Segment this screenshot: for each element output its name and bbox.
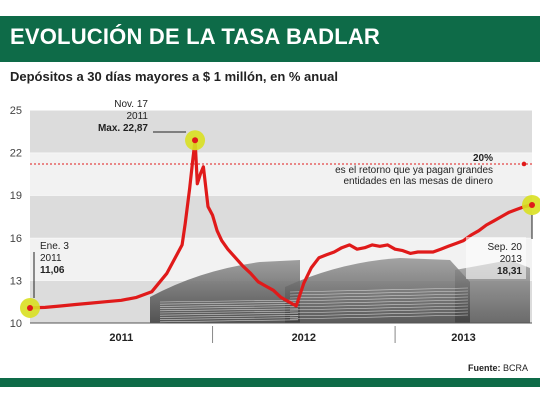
banknote-edge xyxy=(289,299,469,305)
banknote-edge xyxy=(159,299,299,303)
reference-dot xyxy=(521,161,527,167)
annotation-text: Nov. 17 xyxy=(114,99,148,110)
banknote-edge xyxy=(159,317,299,320)
banknote-edge xyxy=(159,315,299,318)
banknote-edge xyxy=(159,301,299,305)
annotation-text: Sep. 20 xyxy=(488,242,523,253)
marker-dot xyxy=(192,137,199,144)
x-section-label: 2011 xyxy=(109,332,133,344)
y-tick-label: 19 xyxy=(10,190,22,202)
banknote-edge xyxy=(289,302,469,308)
reference-label-value: 20% xyxy=(473,153,493,164)
x-axis: 2011 2012 2013 xyxy=(30,322,532,344)
banknote-edge xyxy=(159,306,299,309)
source-value: BCRA xyxy=(502,363,528,373)
y-axis-ticks: 10 13 16 19 22 25 xyxy=(10,105,22,330)
annotation-text: 18,31 xyxy=(497,266,522,277)
chart-subtitle: Depósitos a 30 días mayores a $ 1 millón… xyxy=(10,69,339,84)
y-tick-label: 25 xyxy=(10,105,22,117)
banknote-edge xyxy=(289,305,469,311)
source-label: Fuente: xyxy=(467,363,501,373)
x-section-label: 2012 xyxy=(292,332,316,344)
reference-label-text: es el retorno que ya pagan grandes xyxy=(335,165,493,176)
marker-dot xyxy=(27,304,33,311)
annotation-text: 2011 xyxy=(40,253,62,264)
y-tick-label: 16 xyxy=(10,233,22,245)
banknote-edge xyxy=(289,293,469,299)
banknote-edge xyxy=(289,308,469,314)
banknote-edge xyxy=(159,308,299,312)
source-note: Fuente: BCRA xyxy=(468,363,528,373)
footer-bar xyxy=(0,378,540,387)
annotation-text: Ene. 3 xyxy=(40,241,69,252)
banknote-edge xyxy=(289,296,469,302)
y-tick-label: 22 xyxy=(10,148,22,160)
banknote-edge xyxy=(289,311,469,317)
line-chart: 10 13 16 19 22 25 20%es el retorno que ya pag… xyxy=(10,99,540,344)
y-tick-label: 13 xyxy=(10,275,22,287)
reference-label-text: entidades en las mesas de dinero xyxy=(343,176,493,187)
chart-title: EVOLUCIÓN DE LA TASA BADLAR xyxy=(10,24,381,49)
annotation-text: 2011 xyxy=(126,111,148,122)
y-tick-label: 10 xyxy=(10,318,22,330)
annotation-text: 11,06 xyxy=(40,265,65,276)
header-bar: EVOLUCIÓN DE LA TASA BADLAR xyxy=(0,16,540,62)
annotation-text: 2013 xyxy=(500,254,523,265)
reference-line: 20%es el retorno que ya pagan grandesent… xyxy=(30,153,532,187)
banknote-edge xyxy=(289,314,469,320)
badlar-line xyxy=(28,138,534,310)
annotation-text: Max. 22,87 xyxy=(98,123,148,134)
banknote-edge xyxy=(159,304,299,307)
marker-dot xyxy=(529,201,535,208)
banknotes-illustration xyxy=(150,258,530,323)
x-section-label: 2013 xyxy=(451,332,475,344)
annotation-backdrop xyxy=(466,237,526,279)
badlar-series xyxy=(28,138,534,310)
banknote-edge xyxy=(159,319,299,323)
banknote-edge xyxy=(159,310,299,314)
band xyxy=(30,152,532,196)
background-bands xyxy=(30,109,532,323)
band xyxy=(30,110,532,153)
banknote-edge xyxy=(159,312,299,316)
band xyxy=(30,195,532,238)
banknote-edge xyxy=(289,287,469,293)
banknote-edge xyxy=(289,290,469,296)
